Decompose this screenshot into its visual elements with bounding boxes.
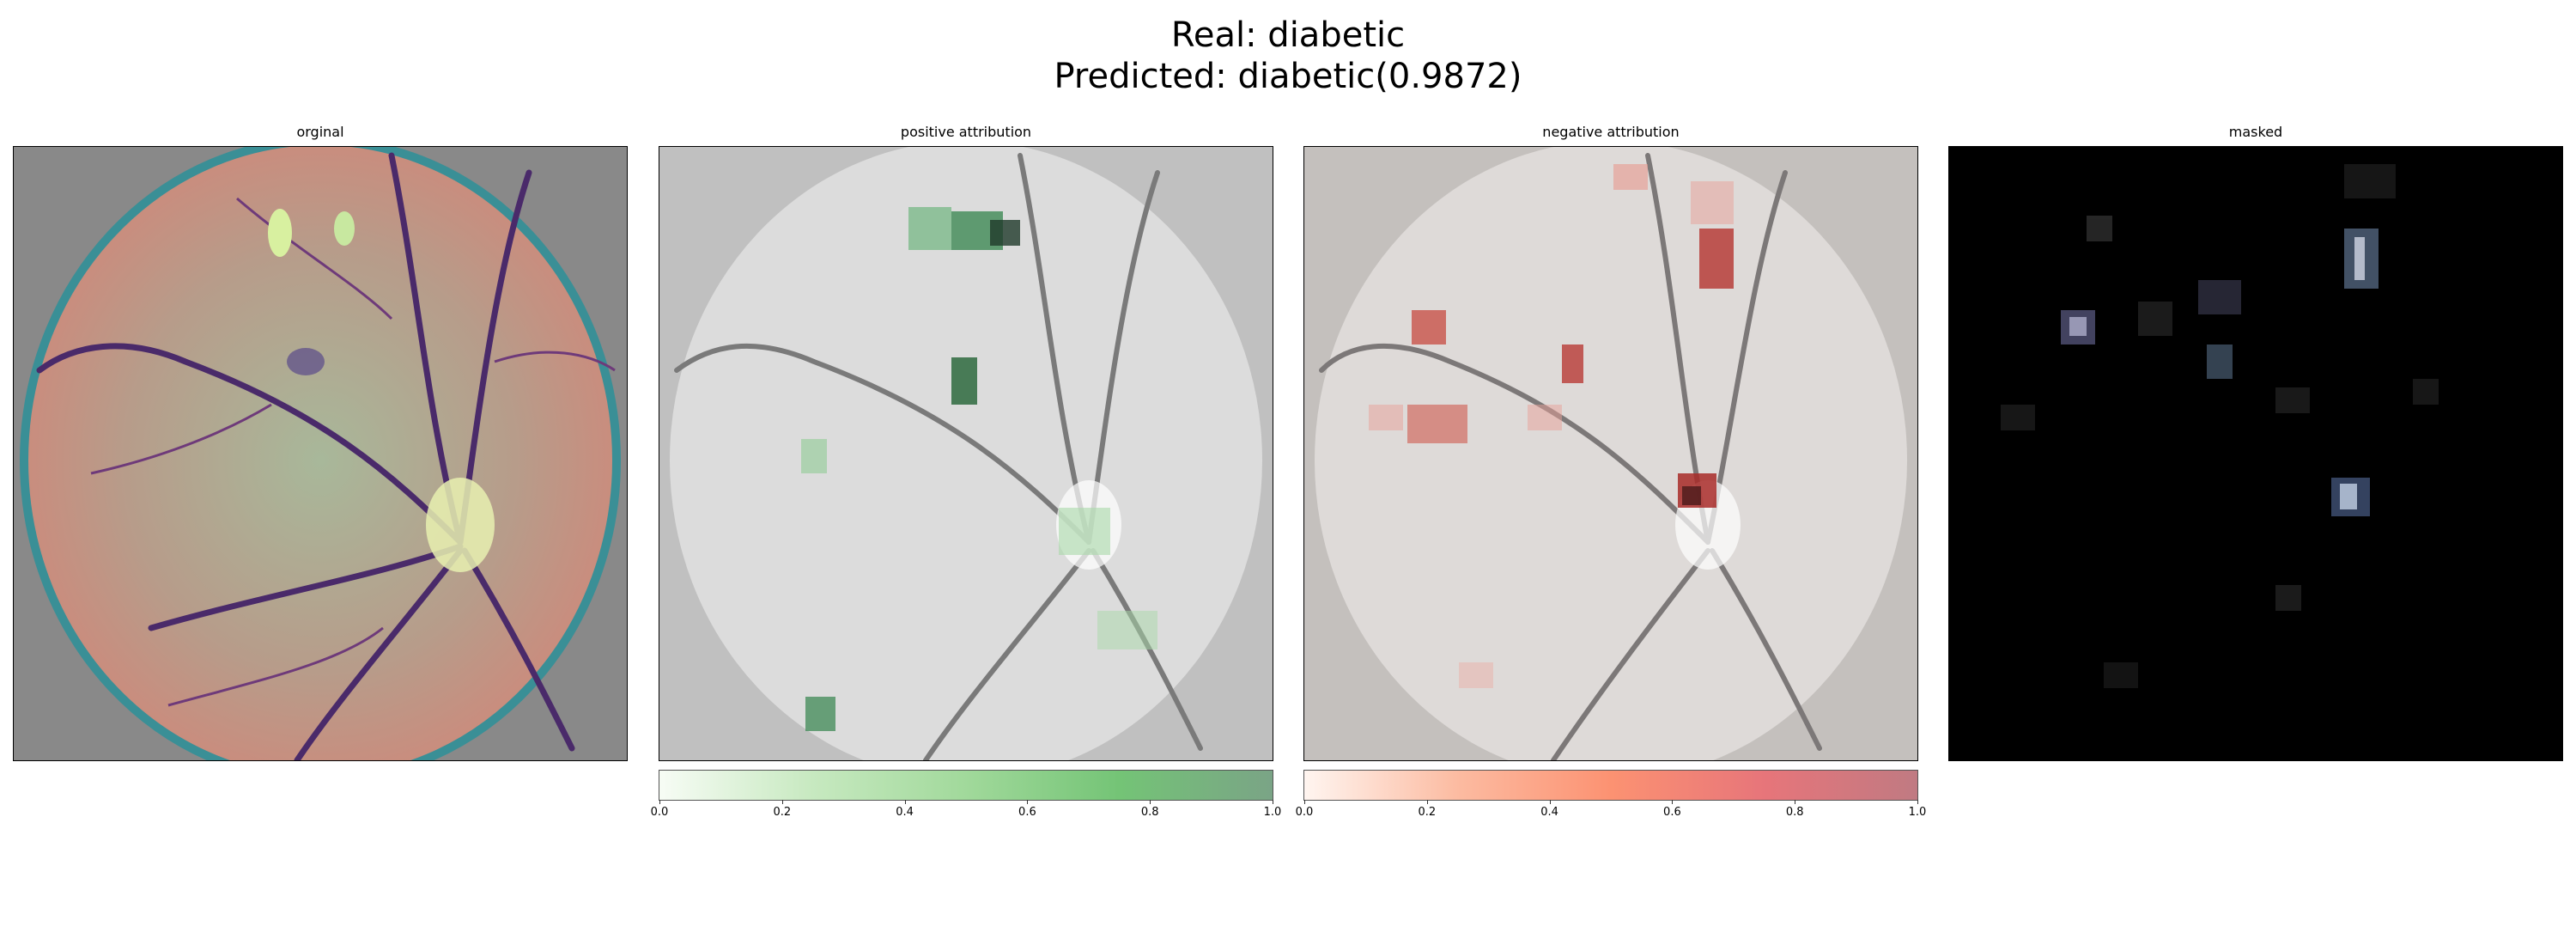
negative-attribution-panel bbox=[1303, 146, 1918, 761]
negative-colorbar-tick-label: 0.0 bbox=[1295, 806, 1314, 819]
negative-colorbar-tick-mark bbox=[1549, 800, 1551, 804]
fundus-original-image bbox=[20, 147, 621, 760]
positive-colorbar-tick-mark bbox=[1150, 800, 1151, 804]
positive-colorbar-tick-mark bbox=[781, 800, 783, 804]
negative-attribution-blocks bbox=[1369, 164, 1734, 688]
original-image-panel bbox=[13, 146, 628, 761]
positive-attribution-panel bbox=[659, 146, 1273, 761]
negative-colorbar-tick-mark bbox=[1672, 800, 1674, 804]
negative-colorbar-tick-mark bbox=[1304, 800, 1305, 804]
negative-colorbar bbox=[1303, 770, 1918, 801]
panel-title-masked: masked bbox=[2228, 124, 2283, 140]
positive-attribution-image bbox=[670, 147, 1262, 760]
figure-title-real: Real: diabetic bbox=[1170, 15, 1406, 55]
positive-colorbar-tick-label: 0.8 bbox=[1140, 806, 1159, 819]
positive-colorbar-tick-label: 0.6 bbox=[1018, 806, 1036, 819]
negative-colorbar-tick-label: 0.2 bbox=[1418, 806, 1437, 819]
negative-colorbar-tick-label: 0.4 bbox=[1540, 806, 1558, 819]
positive-colorbar-tick-label: 1.0 bbox=[1263, 806, 1282, 819]
positive-colorbar-tick-label: 0.4 bbox=[896, 806, 914, 819]
positive-colorbar-tick-label: 0.0 bbox=[650, 806, 669, 819]
panel-title-negative: negative attribution bbox=[1542, 124, 1680, 140]
negative-colorbar-tick-mark bbox=[1917, 800, 1918, 804]
figure-title-predicted: Predicted: diabetic(0.9872) bbox=[1054, 57, 1522, 96]
masked-image bbox=[2001, 164, 2439, 688]
negative-attribution-image bbox=[1315, 147, 1907, 760]
negative-colorbar-tick-label: 1.0 bbox=[1908, 806, 1927, 819]
masked-image-panel bbox=[1948, 146, 2563, 761]
positive-attribution-blocks bbox=[801, 207, 1157, 731]
negative-colorbar-tick-label: 0.6 bbox=[1663, 806, 1681, 819]
panel-title-positive: positive attribution bbox=[900, 124, 1032, 140]
panel-title-original: orginal bbox=[296, 124, 344, 140]
positive-colorbar-tick-mark bbox=[659, 800, 660, 804]
negative-colorbar-tick-mark bbox=[1426, 800, 1428, 804]
positive-colorbar-tick-mark bbox=[904, 800, 906, 804]
positive-colorbar-tick-mark bbox=[1027, 800, 1029, 804]
negative-colorbar-tick-label: 0.8 bbox=[1785, 806, 1804, 819]
positive-colorbar bbox=[659, 770, 1273, 801]
positive-colorbar-tick-label: 0.2 bbox=[773, 806, 792, 819]
